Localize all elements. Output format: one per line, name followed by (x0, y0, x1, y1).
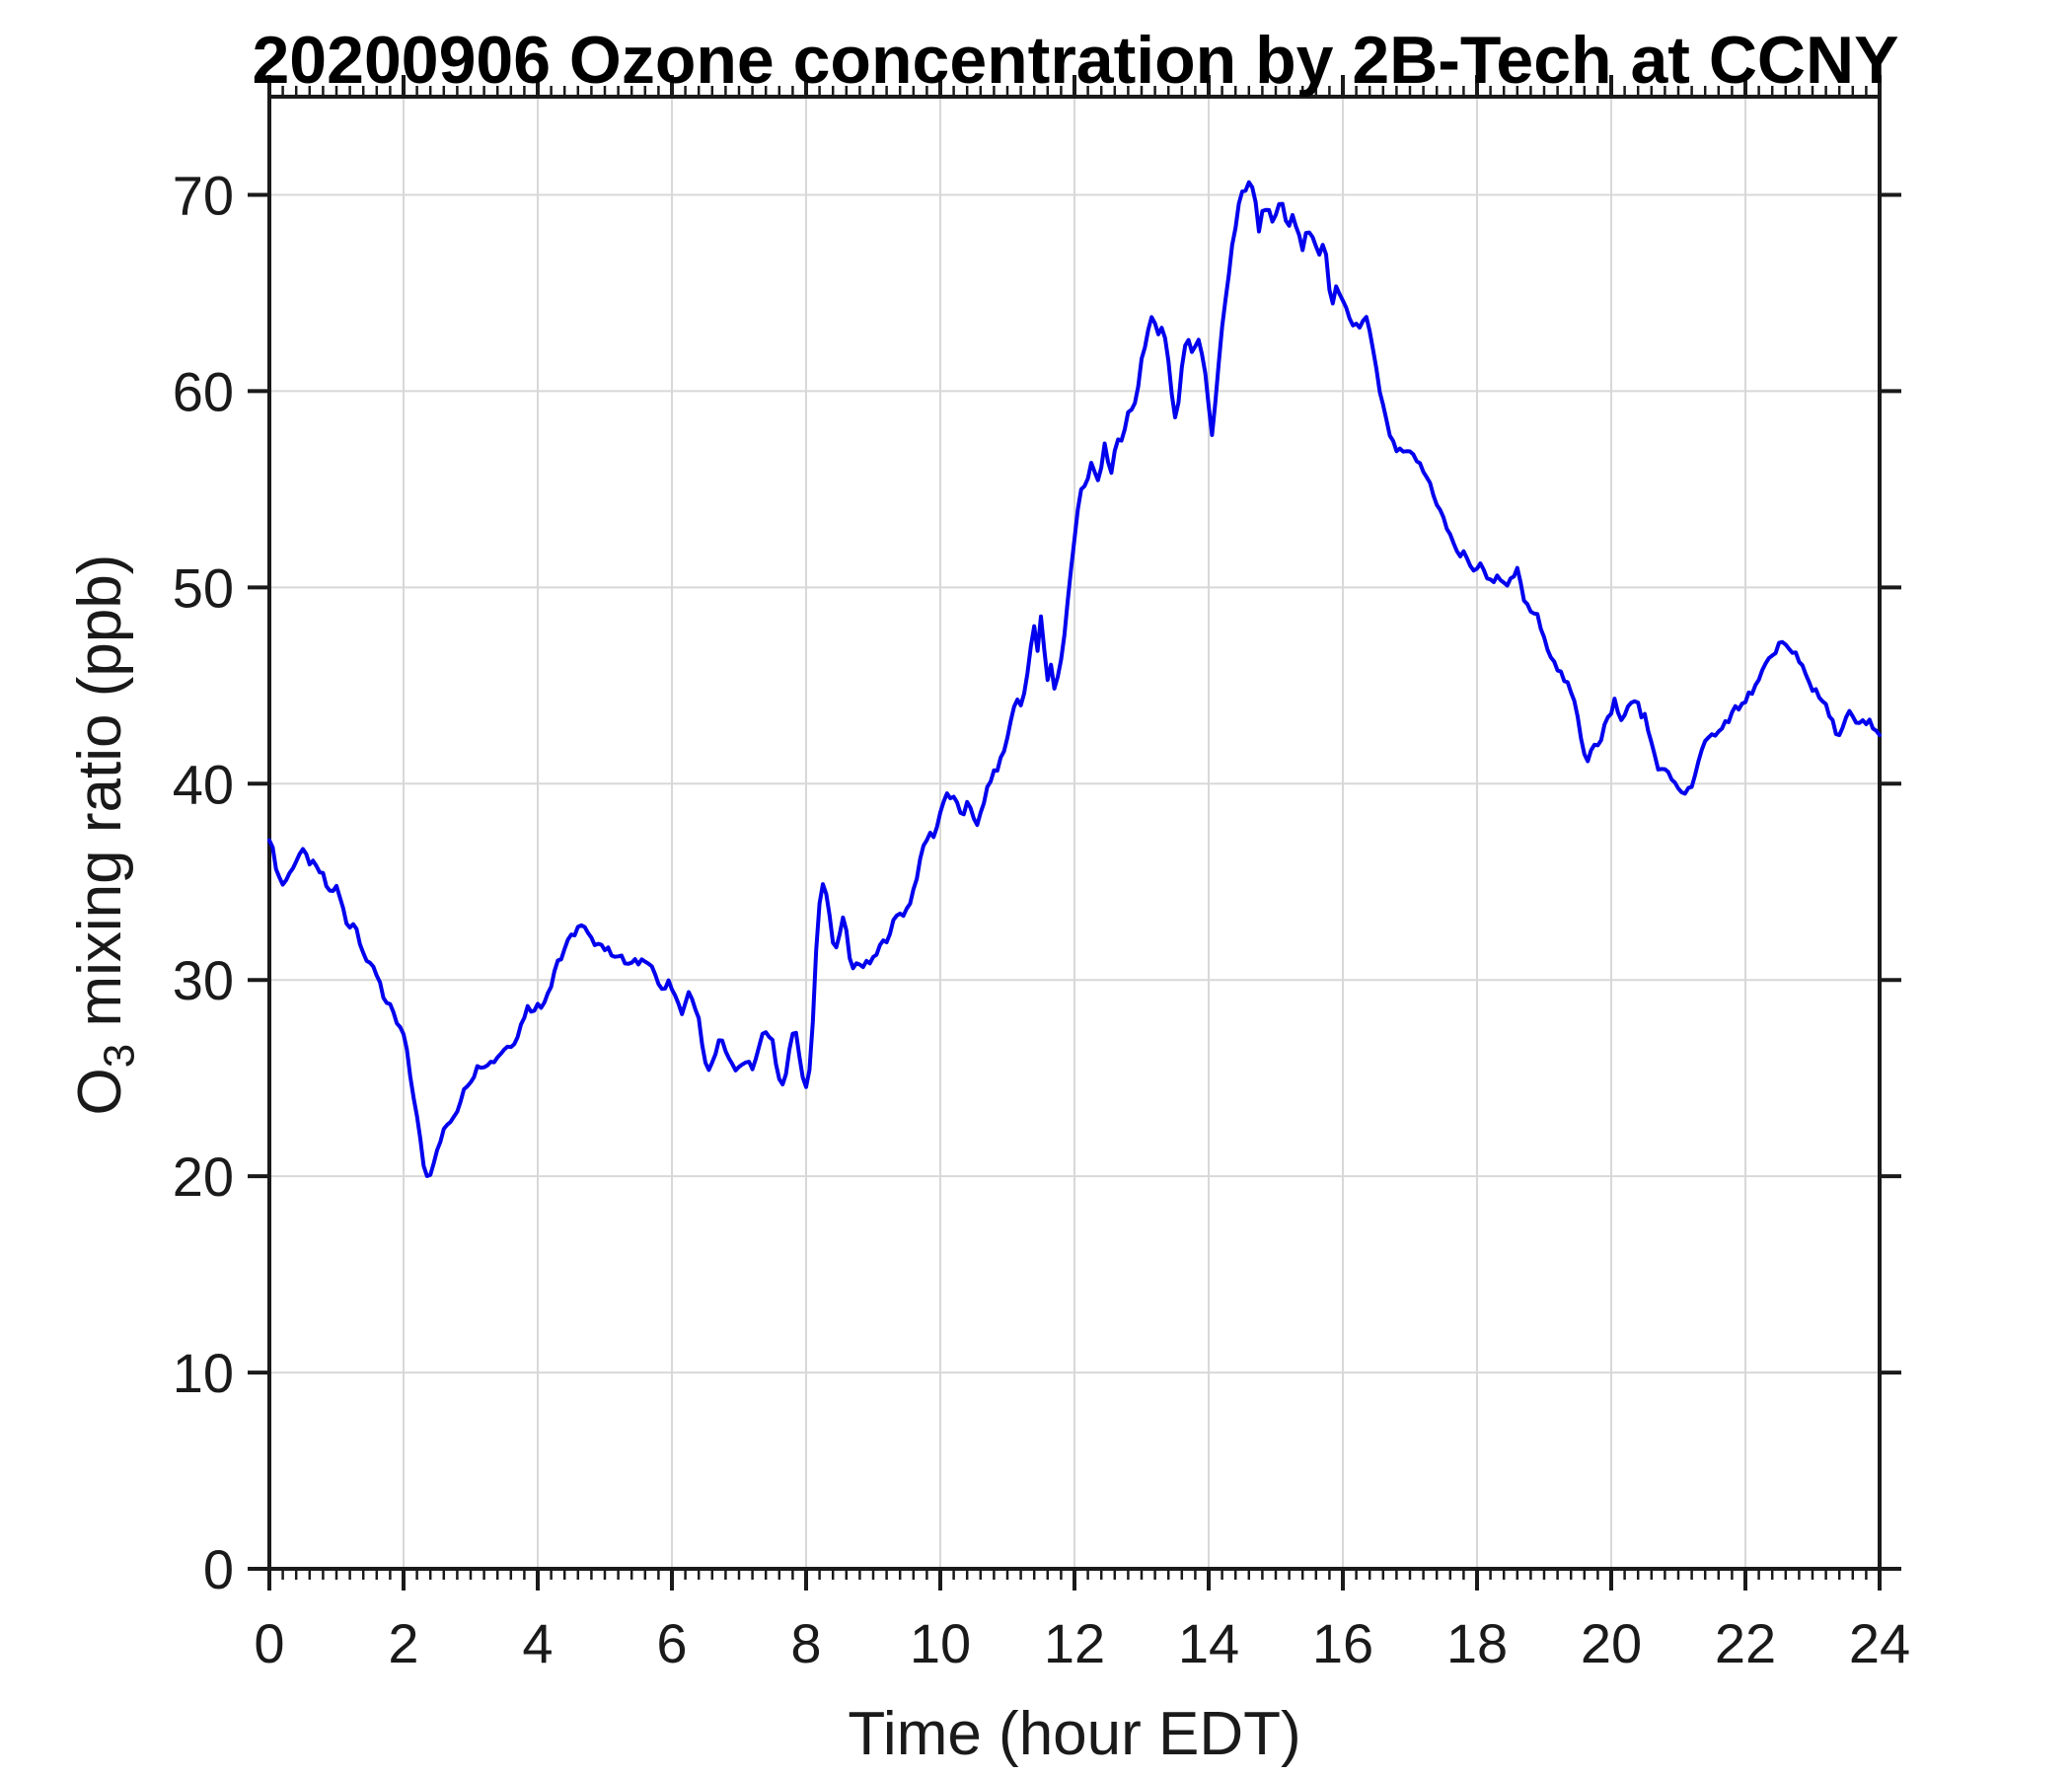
x-tick-label: 10 (910, 1612, 971, 1674)
x-tick-label: 6 (656, 1612, 687, 1674)
y-tick-label: 70 (173, 164, 234, 226)
x-tick-label: 16 (1312, 1612, 1373, 1674)
y-tick-label: 10 (173, 1342, 234, 1404)
x-tick-label: 2 (388, 1612, 418, 1674)
y-axis-label-subscript: 3 (95, 1043, 144, 1069)
x-axis-label: Time (hour EDT) (848, 1700, 1301, 1768)
y-axis-label: O3 mixing ratio (ppb) (65, 480, 143, 1190)
y-tick-label: 30 (173, 949, 234, 1011)
y-axis-label-base: O (66, 1068, 134, 1116)
x-tick-label: 24 (1849, 1612, 1910, 1674)
x-tick-label: 20 (1581, 1612, 1642, 1674)
x-tick-label: 22 (1715, 1612, 1776, 1674)
x-tick-label: 0 (254, 1612, 284, 1674)
x-tick-label: 8 (790, 1612, 821, 1674)
ozone-series-line (267, 180, 1882, 1178)
y-tick-label: 20 (173, 1146, 234, 1208)
chart-title: 20200906 Ozone concentration by 2B-Tech … (252, 23, 1899, 98)
y-tick-label: 0 (203, 1538, 234, 1600)
x-tick-label: 14 (1178, 1612, 1239, 1674)
y-tick-label: 60 (173, 360, 234, 422)
y-tick-label: 50 (173, 556, 234, 619)
x-tick-label: 4 (522, 1612, 553, 1674)
y-axis-label-rest: mixing ratio (ppb) (66, 554, 134, 1044)
x-tick-label: 18 (1446, 1612, 1508, 1674)
y-tick-label: 40 (173, 753, 234, 815)
x-tick-label: 12 (1044, 1612, 1105, 1674)
